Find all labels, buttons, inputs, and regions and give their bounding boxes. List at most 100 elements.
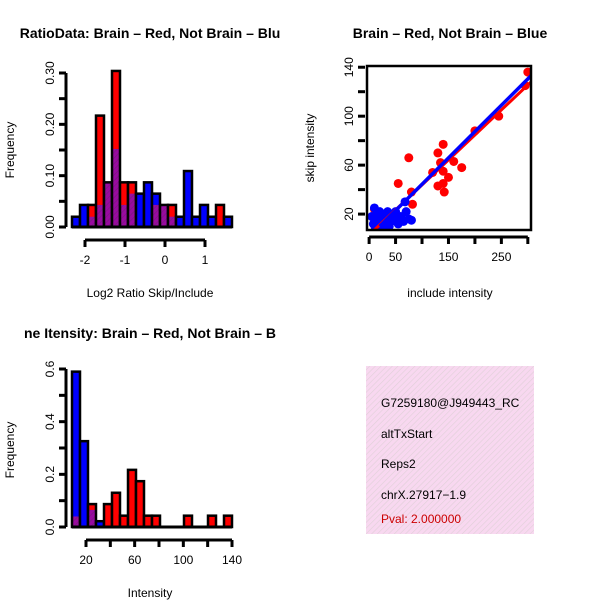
ratio-histogram-title: RatioData: Brain – Red, Not Brain – Blu	[20, 25, 281, 41]
y-tick-label: 60	[342, 158, 356, 172]
not-brain-bar	[192, 216, 200, 227]
overlap-bar	[120, 204, 128, 227]
scatter-panel: Brain – Red, Not Brain – Blue 0 50 150 250 2…	[303, 25, 547, 300]
intensity-histogram-title: ne Itensity: Brain – Red, Not Brain – B	[24, 325, 276, 341]
intensity-histogram-ylabel: Frequency	[3, 422, 17, 479]
scatter-ylabel: skip intensity	[303, 114, 317, 183]
x-tick-label: 60	[128, 553, 142, 567]
brain-point	[523, 67, 531, 77]
not-brain-bar	[208, 216, 216, 227]
brain-bar	[216, 204, 224, 227]
ratio-histogram-xlabel: Log2 Ratio Skip/Include	[87, 286, 214, 300]
y-tick-label: 0.6	[43, 360, 57, 377]
x-tick-label: -2	[80, 253, 91, 267]
overlap-bar	[112, 148, 120, 227]
intensity-histogram-bars	[70, 370, 234, 529]
y-tick-label: 100	[342, 106, 356, 126]
info-background	[366, 366, 534, 534]
not-brain-bar	[72, 216, 80, 227]
y-tick-label: 0.00	[43, 215, 57, 239]
y-tick-label: 0.2	[43, 466, 57, 483]
brain-bar	[184, 515, 192, 527]
brain-point	[407, 199, 417, 209]
not-brain-point	[401, 207, 411, 217]
brain-point	[457, 163, 467, 173]
brain-bar	[112, 492, 120, 527]
not-brain-bar	[176, 216, 184, 227]
brain-bar	[104, 504, 112, 527]
x-tick-label: 140	[222, 553, 242, 567]
intensity-histogram-axes: 0.0 0.2 0.4 0.6 20 60 100 140	[43, 360, 242, 567]
brain-point	[439, 187, 449, 197]
not-brain-bar	[224, 216, 232, 227]
brain-point	[438, 178, 448, 188]
x-tick-label: 250	[491, 250, 511, 264]
info-location: chrX.27917−1.9	[381, 488, 466, 502]
x-tick-label: 1	[202, 253, 209, 267]
not-brain-bar	[200, 204, 208, 227]
brain-bar	[120, 182, 128, 227]
x-tick-label: -1	[120, 253, 131, 267]
overlap-bar	[168, 216, 176, 227]
x-tick-label: 100	[173, 553, 193, 567]
not-brain-fit-line	[378, 74, 531, 228]
ratio-histogram-bars	[70, 69, 234, 229]
y-tick-label: 0.30	[43, 61, 57, 85]
brain-point	[438, 139, 448, 149]
scatter-plot-box	[365, 64, 533, 232]
x-tick-label: 20	[79, 553, 93, 567]
y-tick-label: 0.20	[43, 112, 57, 136]
overlap-bar	[88, 509, 96, 527]
brain-bar	[88, 204, 96, 227]
y-tick-label: 0.4	[43, 413, 57, 430]
brain-bar	[168, 204, 176, 227]
brain-bar	[224, 515, 232, 527]
info-type: altTxStart	[381, 427, 433, 441]
not-brain-point	[406, 215, 416, 225]
y-tick-label: 140	[342, 57, 356, 77]
brain-bar	[144, 515, 152, 527]
info-id: G7259180@J949443_RC	[381, 396, 520, 410]
scatter-points	[367, 67, 531, 230]
not-brain-bar	[144, 182, 152, 227]
x-tick-label: 50	[389, 250, 403, 264]
scatter-xlabel: include intensity	[407, 286, 492, 300]
brain-point	[433, 148, 443, 158]
overlap-bar	[96, 204, 104, 227]
overlap-bar	[152, 204, 160, 227]
overlap-bar	[128, 193, 136, 227]
brain-bar	[120, 515, 128, 527]
overlap-bar	[104, 182, 112, 227]
scatter-title: Brain – Red, Not Brain – Blue	[353, 25, 548, 41]
not-brain-bar	[80, 441, 88, 527]
x-tick-label: 0	[162, 253, 169, 267]
brain-point	[449, 156, 459, 166]
info-reps: Reps2	[381, 457, 416, 471]
x-tick-label: 150	[438, 250, 458, 264]
ratio-histogram-panel: RatioData: Brain – Red, Not Brain – Blu …	[3, 25, 280, 300]
ratio-histogram-axes: 0.00 0.10 0.20 0.30 -2 -1 0 1	[43, 61, 232, 267]
ratio-histogram-ylabel: Frequency	[3, 122, 17, 179]
not-brain-bar	[72, 371, 80, 527]
brain-bar	[208, 515, 216, 527]
brain-point	[443, 172, 453, 182]
not-brain-bar	[80, 204, 88, 227]
y-tick-label: 20	[342, 207, 356, 221]
scatter-axes: 0 50 150 250 20 60 100 140	[342, 57, 530, 264]
brain-bar	[96, 115, 104, 227]
not-brain-bar	[136, 193, 144, 227]
brain-bar	[152, 515, 160, 527]
not-brain-bar	[184, 171, 192, 227]
brain-point	[404, 153, 414, 163]
info-panel: G7259180@J949443_RC altTxStart Reps2 chr…	[366, 366, 534, 534]
info-pval: Pval: 2.000000	[381, 512, 461, 526]
overlap-bar	[160, 204, 168, 227]
brain-bar	[136, 481, 144, 527]
intensity-histogram-xlabel: Intensity	[128, 586, 173, 600]
y-tick-label: 0.0	[43, 518, 57, 535]
intensity-histogram-panel: ne Itensity: Brain – Red, Not Brain – B …	[3, 325, 276, 600]
brain-bar	[128, 469, 136, 527]
x-tick-label: 0	[366, 250, 373, 264]
overlap-bar	[72, 516, 80, 527]
